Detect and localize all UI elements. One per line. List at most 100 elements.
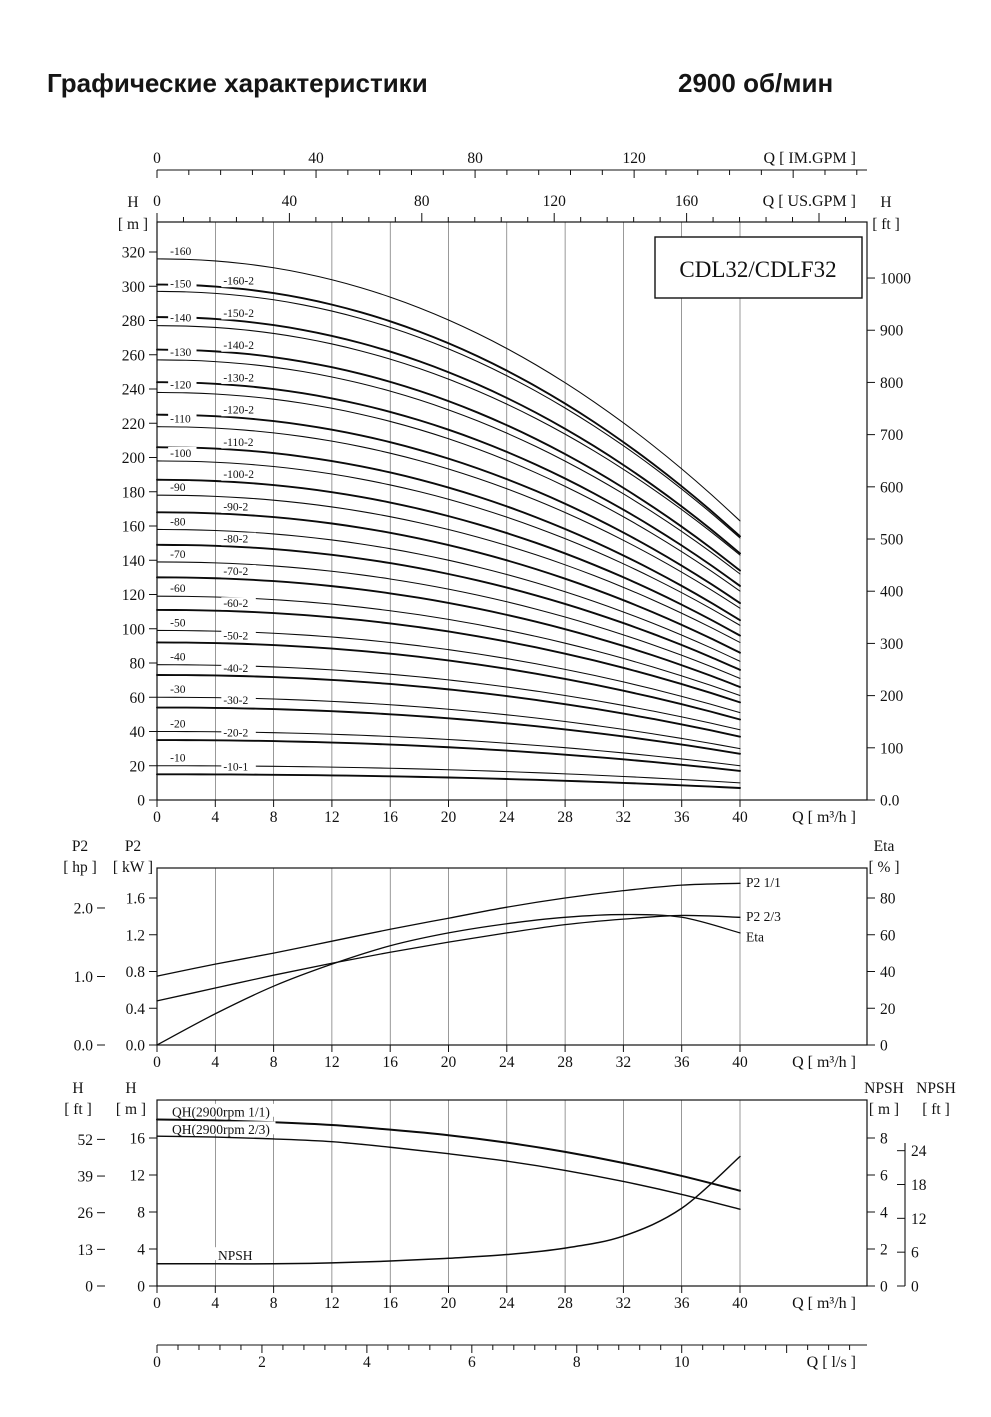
curve--80 [156,528,741,662]
curve-label-bg [221,435,262,449]
curve-label: -130-2 [223,372,254,384]
curve-label-bg [168,277,197,291]
curve-label-bg [169,1103,276,1117]
curve--30-2 [156,706,741,755]
curve-label-bg [168,751,191,765]
h-m-tick-label: 60 [130,690,146,707]
curve--70 [156,561,741,679]
ls-tick-label: 2 [258,1354,266,1371]
q-m3h-tick-label: 4 [211,1295,219,1312]
curve-label: -60-2 [223,598,248,610]
curve--120-2 [156,413,741,605]
q-m3h-tick-label: 36 [674,1054,690,1071]
curve--100 [156,460,741,626]
h-m-tick-label: 100 [122,621,146,638]
curve--150 [156,290,741,539]
axis-header: [ kW ] [113,859,153,876]
curve--110 [156,426,741,609]
h-ft-tick-label: 600 [880,479,904,496]
curve-Eta [156,913,741,1046]
curve-label: -80 [170,516,186,528]
curve-label-bg [221,339,262,352]
curve--130-2 [156,381,741,587]
series-label: P2 2/3 [746,909,781,924]
axis-header: Eta [874,838,895,855]
h-ft-tick-label: 100 [880,740,904,757]
axis-header: [ m ] [869,1101,899,1118]
curve--160-2 [156,283,741,538]
usgpm-tick-label: 40 [282,193,298,210]
axis-title: Q [ m³/h ] [792,1054,856,1071]
q-m3h-tick-label: 28 [557,1295,573,1312]
curve-label: -20-2 [223,727,248,739]
q-m3h-tick-label: 24 [499,809,515,826]
curve-label: -160-2 [223,276,254,288]
curve--110-2 [156,446,741,622]
axis-title: Q [ m³/h ] [792,1295,856,1312]
npsh-ft-tick-label: 6 [911,1245,919,1262]
series-label: Eta [746,929,764,944]
h-m-tick-label: 280 [122,313,146,330]
ls-tick-label: 8 [573,1354,581,1371]
curve-label-bg [221,274,262,288]
curve-P2 1/1 [156,882,741,977]
axis-header: H [125,1080,136,1097]
curve-label-bg [221,371,262,384]
npsh-ft-tick-label: 24 [911,1143,927,1160]
curve-label: -40-2 [223,663,248,675]
curve-label: QH(2900rpm 1/1) [172,1104,270,1119]
h-m-tick-label: 240 [122,382,146,399]
npsh-ft-tick-label: 12 [911,1211,927,1228]
q-m3h-tick-label: 36 [674,809,690,826]
axis-header: [ ft ] [64,1101,92,1118]
h-m-tick-label: 220 [122,416,146,433]
npsh-m-tick-label: 2 [880,1242,888,1259]
curve-label: -100-2 [223,469,254,481]
curve-label: -160 [170,246,191,258]
curve--70-2 [156,576,741,688]
ls-tick-label: 10 [674,1354,690,1371]
curve--150-2 [156,316,741,555]
curve-label: -120-2 [223,405,254,417]
q-m3h-tick-label: 40 [732,1295,748,1312]
axis-header: [ m ] [116,1101,146,1118]
q-m3h-tick-label: 0 [153,1295,161,1312]
kw-tick-label: 0.0 [126,1038,146,1055]
curve-label-bg [168,582,191,595]
ls-tick-label: 4 [363,1354,371,1371]
curve--130 [156,359,741,575]
curve-label: -150-2 [223,308,254,320]
curve--120 [156,391,741,592]
q-m3h-tick-label: 28 [557,809,573,826]
curve-QH(2900rpm 2/3) [156,1135,741,1210]
curve-label-bg [221,403,262,417]
h-m-tick-label: 180 [122,484,146,501]
curve-label: NPSH [218,1248,253,1263]
curve-label-bg [168,616,191,629]
curve-label: -50-2 [223,630,248,642]
q-m3h-tick-label: 40 [732,1054,748,1071]
q-m3h-tick-label: 0 [153,1054,161,1071]
ls-tick-label: 6 [468,1354,476,1371]
curve-label: -70 [170,549,186,561]
h-m-tick-label: 16 [130,1131,146,1148]
curve--100-2 [156,478,741,637]
curve-label-bg [221,661,256,675]
curve-label-bg [168,446,197,460]
curve--90-2 [156,511,741,654]
h-ft-tick-label: 52 [78,1132,94,1149]
h-m-tick-label: 12 [130,1168,146,1185]
curve-label-bg [221,500,256,514]
h-m-tick-label: 260 [122,347,146,364]
axis-title: Q [ l/s ] [807,1354,856,1371]
h-ft-tick-label: 0.0 [880,793,900,810]
q-m3h-tick-label: 4 [211,1054,219,1071]
npsh-m-tick-label: 0 [880,1279,888,1296]
curve-label-bg [221,760,256,773]
h-m-tick-label: 320 [122,245,146,262]
h-m-tick-label: 120 [122,587,146,604]
axis-header: [ ft ] [872,216,900,233]
usgpm-tick-label: 80 [414,193,430,210]
kw-tick-label: 0.4 [126,1001,146,1018]
h-m-tick-label: 0 [137,793,145,810]
